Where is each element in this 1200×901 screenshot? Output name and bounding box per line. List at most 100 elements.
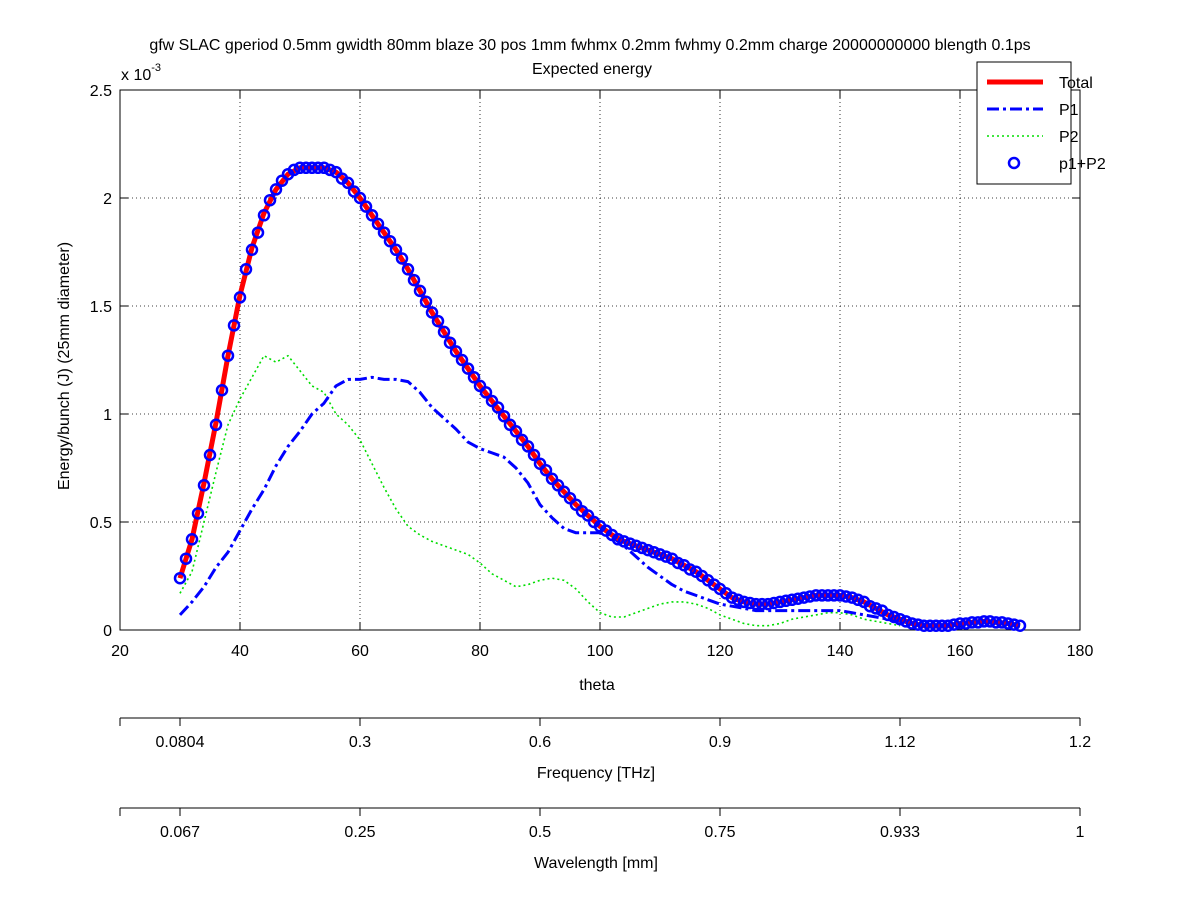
data-point (929, 619, 943, 632)
data-point (785, 593, 799, 607)
data-point (197, 479, 211, 492)
data-point (773, 595, 787, 609)
data-point (881, 608, 895, 622)
chart-subtitle: Expected energy (532, 61, 652, 78)
series-line-p1 (178, 375, 913, 625)
data-point (971, 616, 985, 629)
data-point (959, 617, 973, 630)
secondary-tick-label: 1.12 (884, 734, 915, 751)
data-point (461, 362, 475, 375)
x-tick-label: 120 (707, 643, 734, 660)
data-point (623, 537, 637, 550)
data-point (377, 226, 391, 239)
data-point (827, 589, 841, 602)
y-exponent-power: -3 (151, 62, 161, 74)
data-point (221, 349, 235, 362)
data-point (497, 409, 511, 423)
data-point (353, 191, 367, 205)
data-point (611, 533, 625, 546)
data-point (749, 597, 763, 611)
secondary-axis-label: Frequency [THz] (537, 765, 655, 782)
data-point (869, 602, 883, 615)
data-point (287, 163, 301, 177)
data-point (365, 209, 379, 222)
data-point (449, 345, 463, 358)
data-point (491, 401, 505, 414)
x-axis: 20 40 60 80 100 120 140 160 180 (111, 90, 1093, 660)
legend: Total P1 P2 p1+P2 (976, 61, 1106, 185)
data-point (947, 618, 961, 631)
y-axis-label: Energy/bunch (J) (25mm diameter) (56, 242, 73, 490)
data-point (227, 319, 241, 332)
x-tick-label: 60 (351, 643, 369, 660)
data-point (1013, 619, 1027, 632)
data-point (521, 440, 535, 453)
x-tick-label: 100 (587, 643, 614, 660)
legend-marker-circle (1007, 156, 1021, 170)
data-point (989, 616, 1003, 629)
data-point (977, 615, 991, 628)
data-point (479, 386, 493, 399)
data-point (539, 463, 553, 477)
secondary-axis-frequency: 0.0804 0.3 0.6 0.9 1.12 1.2 Frequency [THz] (119, 717, 1091, 782)
x-tick-label: 80 (471, 643, 489, 660)
data-point (797, 591, 811, 604)
legend-item: P2 (987, 129, 1079, 146)
data-point (245, 243, 259, 257)
data-point (413, 284, 427, 298)
x-tick-label: 40 (231, 643, 249, 660)
x-tick-label: 20 (111, 643, 129, 660)
data-point (251, 226, 265, 239)
legend-item: p1+P2 (1007, 156, 1106, 173)
data-point (1007, 618, 1021, 631)
data-point (851, 593, 865, 607)
data-point (995, 616, 1009, 629)
y-tick-label: 0 (103, 623, 112, 640)
data-point (863, 599, 877, 613)
data-point (845, 591, 859, 604)
y-tick-label: 2.5 (90, 83, 112, 100)
data-point (1001, 617, 1015, 630)
data-point (209, 418, 223, 432)
secondary-tick-label: 1 (1076, 824, 1085, 841)
data-point (311, 161, 325, 175)
data-point (173, 571, 187, 585)
secondary-tick-label: 0.3 (349, 734, 371, 751)
data-point (641, 543, 655, 557)
data-point (425, 306, 439, 319)
data-point (755, 597, 769, 611)
data-point (617, 535, 631, 548)
data-point (911, 618, 925, 631)
data-point (527, 448, 541, 462)
secondary-tick-label: 0.6 (529, 734, 551, 751)
x-axis-label: theta (579, 677, 615, 694)
series-line-p2 (179, 354, 901, 627)
series-line-total (177, 165, 1021, 629)
secondary-tick-label: 0.5 (529, 824, 551, 841)
data-point (215, 383, 229, 397)
data-point (203, 448, 217, 462)
data-point (791, 592, 805, 605)
data-point (389, 243, 403, 257)
data-point (437, 325, 451, 339)
data-point (893, 612, 907, 626)
data-point (383, 234, 397, 248)
secondary-tick-label: 0.9 (709, 734, 731, 751)
legend-label: p1+P2 (1059, 156, 1106, 173)
data-point (935, 619, 949, 632)
y-tick-label: 1.5 (90, 299, 112, 316)
data-point (809, 589, 823, 602)
data-point (779, 594, 793, 608)
data-point (395, 252, 409, 265)
data-point (653, 548, 667, 561)
data-point (407, 273, 421, 287)
secondary-tick-label: 0.25 (344, 824, 375, 841)
data-point (371, 217, 385, 231)
data-point (821, 589, 835, 602)
series-layer (173, 161, 1027, 632)
data-point (659, 550, 673, 563)
data-point (635, 541, 649, 555)
data-point (965, 616, 979, 629)
data-point (419, 295, 433, 308)
